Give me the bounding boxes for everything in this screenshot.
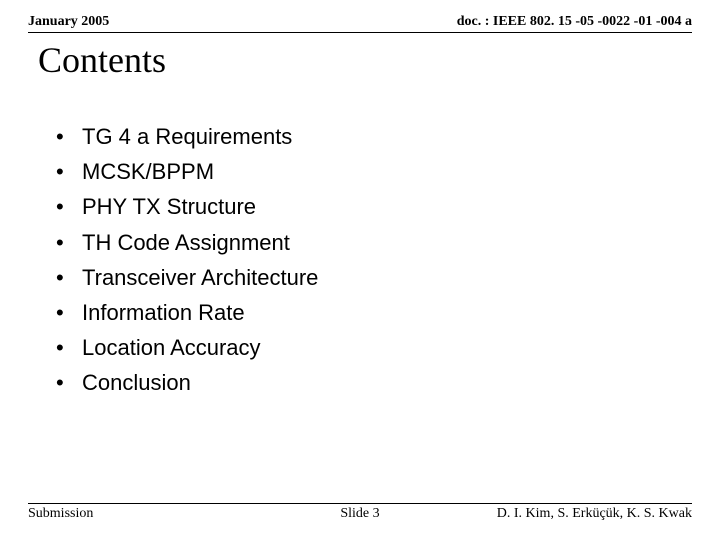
list-item: Information Rate: [56, 295, 692, 330]
contents-list: TG 4 a Requirements MCSK/BPPM PHY TX Str…: [56, 119, 692, 401]
list-item: TG 4 a Requirements: [56, 119, 692, 154]
header-doc-id: doc. : IEEE 802. 15 -05 -0022 -01 -004 a: [457, 14, 692, 30]
slide-title: Contents: [38, 39, 692, 81]
content-area: TG 4 a Requirements MCSK/BPPM PHY TX Str…: [56, 119, 692, 401]
list-item: TH Code Assignment: [56, 225, 692, 260]
footer-authors: D. I. Kim, S. Erküçük, K. S. Kwak: [497, 506, 692, 522]
slide: January 2005 doc. : IEEE 802. 15 -05 -00…: [0, 0, 720, 540]
list-item: Transceiver Architecture: [56, 260, 692, 295]
list-item: Conclusion: [56, 365, 692, 400]
list-item: MCSK/BPPM: [56, 154, 692, 189]
list-item: PHY TX Structure: [56, 189, 692, 224]
slide-footer: Submission Slide 3 D. I. Kim, S. Erküçük…: [28, 503, 692, 522]
list-item: Location Accuracy: [56, 330, 692, 365]
footer-slide-number: Slide 3: [340, 506, 379, 522]
header-date: January 2005: [28, 14, 109, 30]
slide-header: January 2005 doc. : IEEE 802. 15 -05 -00…: [28, 14, 692, 33]
footer-left: Submission: [28, 506, 93, 522]
